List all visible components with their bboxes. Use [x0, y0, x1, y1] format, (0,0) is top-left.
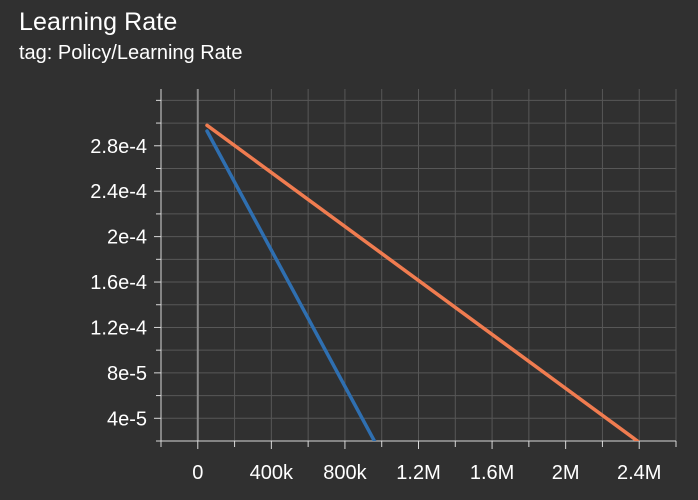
x-tick-label: 400k: [250, 462, 294, 484]
y-tick-label: 2.8e-4: [90, 136, 147, 158]
chart-subtitle: tag: Policy/Learning Rate: [19, 42, 243, 64]
x-tick-label: 2M: [552, 462, 580, 484]
y-tick-label: 2e-4: [107, 227, 147, 249]
y-tick-label: 2.4e-4: [90, 181, 147, 203]
chart-title: Learning Rate: [19, 8, 178, 36]
y-tick-label: 8e-5: [107, 363, 147, 385]
y-tick-label: 1.2e-4: [90, 317, 147, 339]
x-tick-label: 2.4M: [617, 462, 661, 484]
series-line-2: [205, 123, 640, 441]
x-tick-label: 0: [192, 462, 203, 484]
x-tick-label: 800k: [323, 462, 367, 484]
x-tick-label: 1.6M: [470, 462, 514, 484]
y-tick-label: 4e-5: [107, 408, 147, 430]
x-tick-label: 1.2M: [396, 462, 440, 484]
series-line-1: [205, 129, 377, 441]
y-tick-label: 1.6e-4: [90, 272, 147, 294]
